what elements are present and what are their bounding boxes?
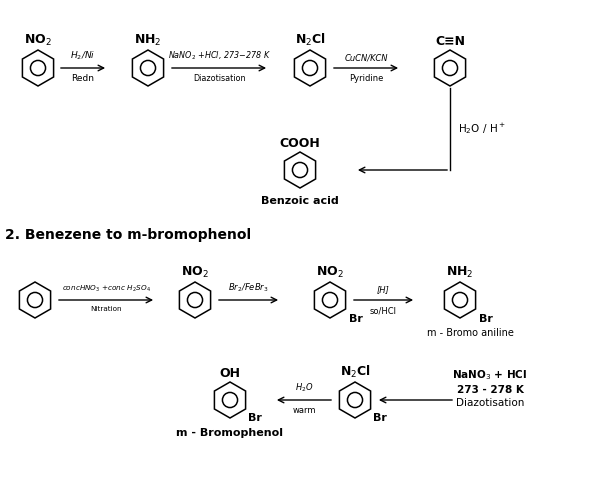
Text: COOH: COOH (280, 137, 320, 150)
Text: Br$_2$/FeBr$_3$: Br$_2$/FeBr$_3$ (228, 281, 269, 294)
Text: so/HCl: so/HCl (370, 306, 397, 315)
Text: m - Bromo aniline: m - Bromo aniline (427, 328, 514, 338)
Text: Br: Br (479, 314, 493, 324)
Text: NaNO$_2$ +HCl, 273−278 K: NaNO$_2$ +HCl, 273−278 K (167, 50, 271, 62)
Text: 2. Benezene to m-bromophenol: 2. Benezene to m-bromophenol (5, 228, 251, 242)
Text: Diazotisation: Diazotisation (456, 398, 524, 408)
Text: H$_2$O: H$_2$O (295, 382, 313, 394)
Text: N$_2$Cl: N$_2$Cl (340, 364, 370, 380)
Text: H$_2$O / H$^+$: H$_2$O / H$^+$ (458, 122, 506, 136)
Text: Nitration: Nitration (90, 306, 122, 312)
Text: 273 - 278 K: 273 - 278 K (457, 385, 523, 395)
Text: NH$_2$: NH$_2$ (446, 265, 473, 280)
Text: CuCN/KCN: CuCN/KCN (344, 53, 388, 62)
Text: m - Bromophenol: m - Bromophenol (176, 428, 284, 438)
Text: Redn: Redn (71, 74, 95, 83)
Text: [H]: [H] (377, 285, 390, 294)
Text: Diazotisation: Diazotisation (193, 74, 245, 83)
Text: NH$_2$: NH$_2$ (134, 33, 161, 48)
Text: Br: Br (248, 413, 262, 423)
Text: warm: warm (292, 406, 316, 415)
Text: H$_2$/Ni: H$_2$/Ni (70, 50, 95, 62)
Text: OH: OH (220, 367, 241, 380)
Text: Benzoic acid: Benzoic acid (261, 196, 339, 206)
Text: NO$_2$: NO$_2$ (181, 265, 209, 280)
Text: C≡N: C≡N (435, 35, 465, 48)
Text: NaNO$_3$ + HCl: NaNO$_3$ + HCl (452, 368, 527, 382)
Text: Br: Br (349, 314, 363, 324)
Text: N$_2$Cl: N$_2$Cl (295, 32, 325, 48)
Text: NO$_2$: NO$_2$ (316, 265, 344, 280)
Text: Pyridine: Pyridine (349, 74, 383, 83)
Text: Br: Br (373, 413, 387, 423)
Text: NO$_2$: NO$_2$ (24, 33, 52, 48)
Text: concHNO$_3$ +conc H$_2$SO$_4$: concHNO$_3$ +conc H$_2$SO$_4$ (62, 284, 151, 294)
